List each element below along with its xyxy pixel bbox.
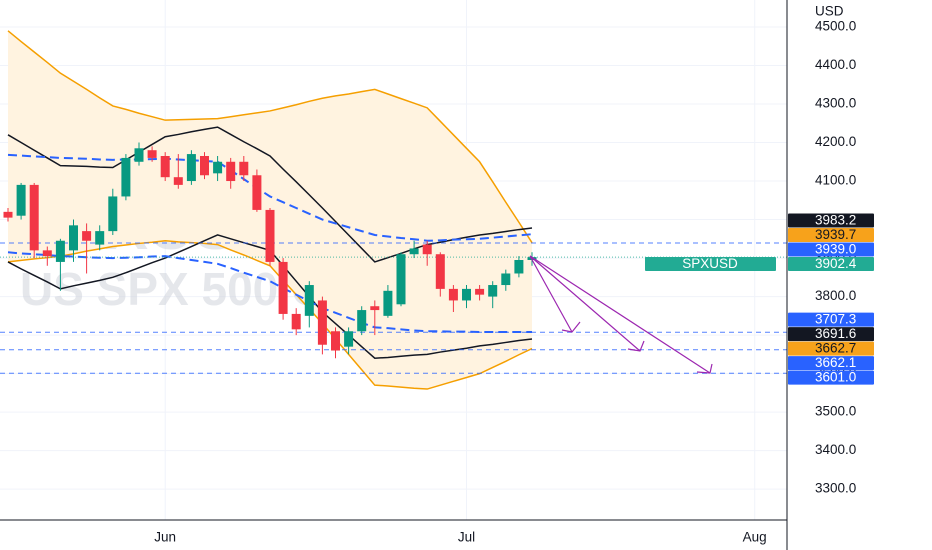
- y-tick-label: 3400.0: [815, 442, 856, 457]
- price-tag-label: 3939.0: [815, 242, 856, 257]
- candle-body: [16, 184, 26, 216]
- candle-body: [173, 177, 183, 185]
- price-tag-label: 3939.7: [815, 227, 856, 242]
- axis-unit: USD: [815, 4, 844, 19]
- y-tick-label: 4200.0: [815, 134, 856, 149]
- arrow: [529, 255, 573, 333]
- y-tick-label: 3300.0: [815, 481, 856, 496]
- price-tag-label: 3691.6: [815, 326, 856, 341]
- price-tag: [788, 242, 874, 257]
- axis: 3300.03400.03500.03600.03700.03800.03900…: [154, 19, 874, 545]
- price-tag: [788, 341, 874, 356]
- price-tag: [788, 257, 874, 272]
- price-tag: [788, 356, 874, 371]
- candle-body: [304, 285, 314, 316]
- indicator-line: [7, 153, 533, 242]
- candle-body: [317, 300, 327, 345]
- arrow: [529, 255, 711, 374]
- candle-body: [396, 254, 406, 305]
- candle-body: [69, 225, 78, 251]
- candle-body: [226, 161, 236, 182]
- candle-body: [213, 161, 223, 174]
- candle-body: [488, 285, 498, 297]
- candle-body: [291, 313, 301, 330]
- y-tick-label: 4300.0: [815, 96, 856, 111]
- y-tick-label: 4100.0: [815, 173, 856, 188]
- candle-body: [501, 273, 511, 286]
- candle-body: [147, 150, 157, 158]
- candle-body: [252, 175, 262, 210]
- price-tag: [788, 228, 874, 243]
- y-tick-label: 3800.0: [815, 288, 856, 303]
- candle-body: [134, 148, 144, 162]
- candle-body: [278, 261, 288, 314]
- candle-body: [514, 260, 524, 274]
- candle-body: [383, 290, 393, 316]
- candle-body: [42, 250, 52, 257]
- candle-body: [435, 254, 445, 289]
- candle-body: [357, 310, 367, 332]
- candle-body: [186, 154, 196, 182]
- y-tick-label: 4500.0: [815, 19, 856, 34]
- candle-body: [422, 244, 432, 255]
- indicator-line: [7, 126, 533, 263]
- price-tag: [788, 312, 874, 327]
- arrow-head: [627, 340, 645, 352]
- indicator-line: [7, 239, 533, 390]
- candle-body: [95, 231, 105, 245]
- candle-body: [3, 211, 13, 218]
- arrow-head: [561, 321, 581, 333]
- arrow-head: [696, 363, 713, 374]
- price-tag-label: 3902.4: [815, 256, 857, 271]
- candle-body: [475, 288, 485, 295]
- indicator-line: [7, 251, 532, 334]
- indicator-line: [7, 30, 533, 244]
- projection-arrows: [529, 255, 713, 374]
- price-tag: [788, 327, 874, 342]
- candle-body: [448, 288, 458, 301]
- symbol-tag: [645, 257, 776, 272]
- x-tick-label: Jul: [458, 530, 475, 545]
- candle-body: [344, 331, 354, 347]
- candle-body: [239, 161, 249, 176]
- candle-body: [462, 288, 471, 301]
- plot: [0, 30, 787, 390]
- price-tag: [788, 370, 874, 385]
- price-tag-label: 3662.7: [815, 341, 856, 356]
- candle-body: [55, 240, 65, 262]
- candle-body: [331, 331, 340, 351]
- candle-body: [200, 156, 209, 176]
- candle-body: [82, 231, 92, 241]
- x-tick-label: Jun: [154, 530, 176, 545]
- candle-body: [265, 209, 275, 262]
- candle-body: [160, 156, 170, 178]
- y-tick-label: 4400.0: [815, 57, 856, 72]
- symbol-tag-label: SPXUSD: [682, 256, 738, 271]
- x-tick-label: Aug: [743, 530, 767, 545]
- candle-body: [108, 196, 118, 232]
- price-tag: [788, 213, 874, 228]
- candle-body: [409, 248, 419, 255]
- price-tag-label: 3601.0: [815, 370, 856, 385]
- candle-body: [29, 184, 39, 251]
- price-tag-label: 3983.2: [815, 213, 856, 228]
- arrow: [529, 255, 641, 352]
- price-tag-label: 3662.1: [815, 355, 856, 370]
- price-tag-label: 3707.3: [815, 312, 856, 327]
- candle-body: [121, 157, 131, 197]
- candle-body: [370, 306, 380, 311]
- y-tick-label: 3500.0: [815, 404, 856, 419]
